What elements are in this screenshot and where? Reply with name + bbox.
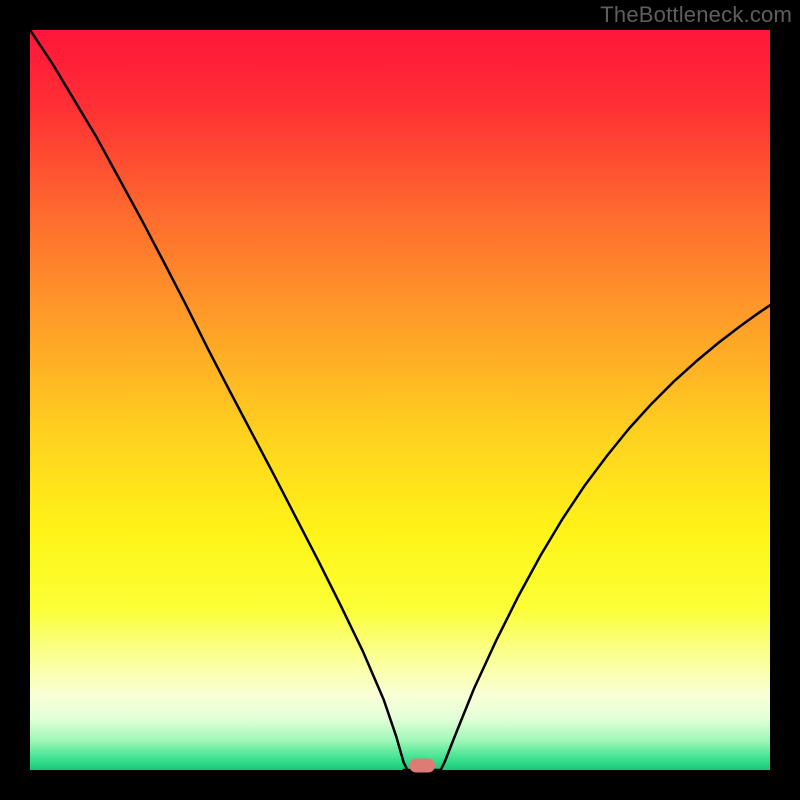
watermark-text: TheBottleneck.com: [600, 2, 792, 28]
chart-container: TheBottleneck.com: [0, 0, 800, 800]
bottleneck-chart: [0, 0, 800, 800]
minimum-marker: [409, 759, 435, 773]
chart-gradient-bg: [30, 30, 770, 770]
